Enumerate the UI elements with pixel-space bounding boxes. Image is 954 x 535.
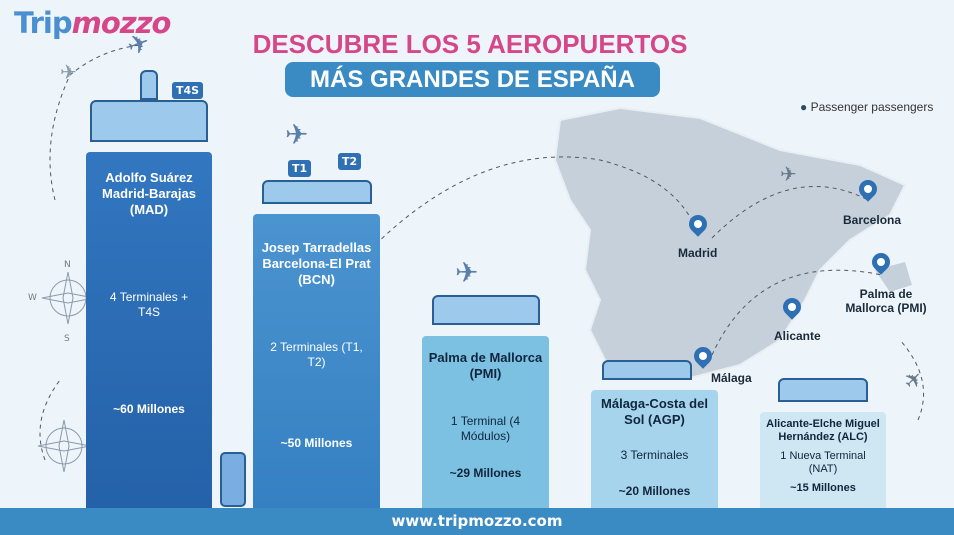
route-line [369,156,699,251]
airplane-icon: ✈ [780,162,797,186]
route-line [899,339,925,421]
city-madrid: Madrid [678,246,718,260]
airport-building-icon [602,360,692,380]
suitcase-icon [220,452,246,507]
city-barcelona: Barcelona [843,213,902,227]
tag-t4s: T4S [172,82,204,99]
airport-building-icon [262,180,372,204]
legend: ● Passenger passengers [800,100,934,114]
airport-building-icon [90,100,208,142]
airport-card-alc: Alicante-Elche Miguel Hernández (ALC) 1 … [760,412,886,508]
airplane-icon: ✈ [285,118,309,151]
airport-card-agp: Málaga-Costa del Sol (AGP) 3 Terminales … [591,390,718,508]
person-icon: ● [800,100,808,114]
route-line [39,44,141,461]
tag-t2: T2 [338,153,362,170]
airport-building-icon [778,378,868,402]
city-palma: Palma de Mallorca (PMI) [845,287,927,315]
airport-card-bcn: Josep Tarradellas Barcelona-El Prat (BCN… [253,214,380,508]
compass-w: W [28,293,37,303]
airport-card-pmi: Palma de Mallorca (PMI) 1 Terminal (4 Mó… [422,336,549,508]
compass-n: N [64,260,71,270]
airplane-icon: ✈ [60,60,77,84]
airport-building-icon [432,295,540,325]
route-line [711,185,869,239]
city-malaga: Málaga [711,371,752,385]
spain-map [553,106,907,380]
city-alicante: Alicante [774,329,821,343]
title-line1: DESCUBRE LOS 5 AEROPUERTOS [252,29,688,59]
route-line [711,269,883,356]
brand-logo: Tripmozzo [14,6,171,40]
airplane-icon: ✈ [455,256,479,289]
tag-t1: T1 [288,160,312,177]
footer-url[interactable]: www.tripmozzo.com [0,508,954,535]
control-tower-icon [140,70,158,100]
airport-card-mad: Adolfo Suárez Madrid-Barajas (MAD) 4 Ter… [86,152,212,508]
title-line2: MÁS GRANDES DE ESPAÑA [285,62,660,97]
compass-s: S [64,334,70,344]
